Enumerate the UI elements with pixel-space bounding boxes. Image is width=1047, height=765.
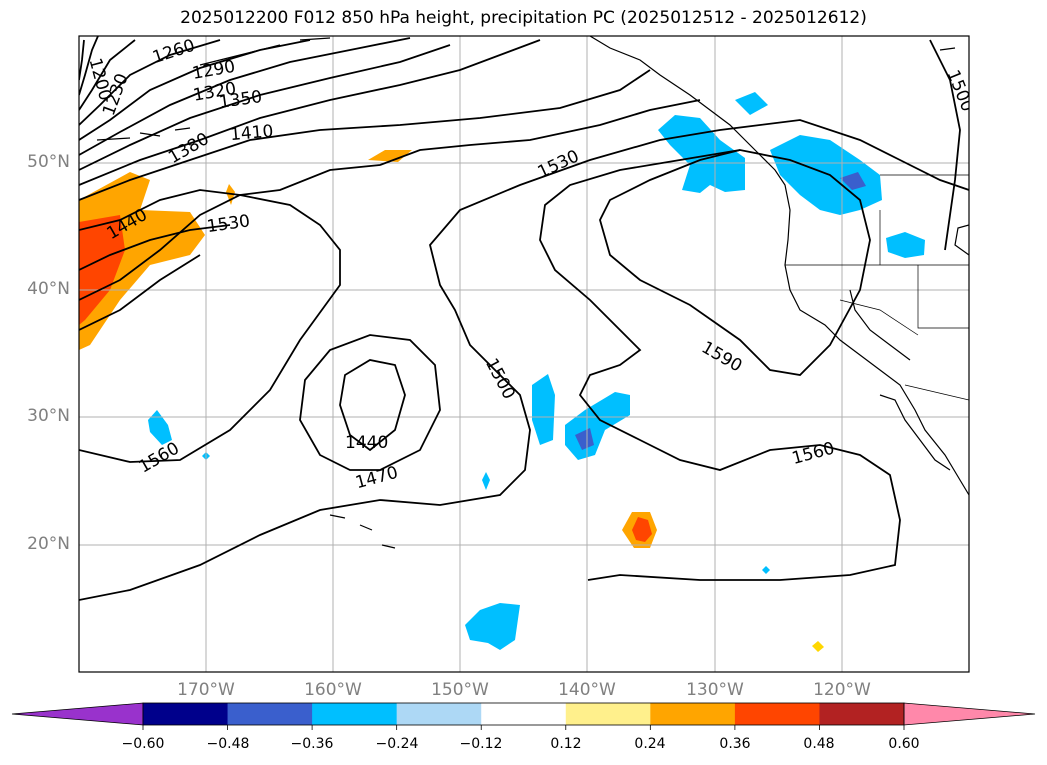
precip-negative-b	[565, 392, 630, 460]
map-frame	[78, 35, 970, 673]
map-title: 2025012200 F012 850 hPa height, precipit…	[180, 8, 867, 28]
colorbar-bin	[565, 703, 651, 725]
colorbar-bins	[11, 702, 1036, 726]
precip-positive-small1	[368, 150, 412, 162]
colorbar-tick-label: 0.60	[888, 736, 920, 752]
colorbar-tick-label: 0.36	[719, 736, 751, 752]
precip-negative-b-core	[575, 428, 594, 450]
colorbar-bin	[734, 703, 820, 725]
height-contours	[79, 36, 969, 601]
lat-label-30n: 30°N	[27, 406, 70, 426]
colorbar-tick-label: 0.24	[634, 736, 666, 752]
lon-label-150w: 150°W	[431, 680, 489, 700]
contour-label: 1260	[150, 36, 197, 68]
colorbar-tick-label: −0.48	[206, 736, 250, 752]
contour-label: 1440	[345, 433, 388, 453]
colorbar-bin	[143, 703, 229, 725]
precip-positive-subtropic-core	[632, 517, 652, 542]
colorbar-tick-label: −0.60	[121, 736, 165, 752]
contour-label: 1530	[206, 211, 252, 237]
borders	[785, 174, 969, 401]
precip-negative-c	[148, 410, 172, 445]
colorbar-ticks	[142, 725, 905, 730]
contour-labels: 1200 1230 1260 1290 1320 1350 1380 1410 …	[85, 36, 978, 494]
colorbar-bin	[650, 703, 736, 725]
precip-negative-g	[762, 566, 770, 574]
colorbar-bin	[227, 703, 313, 725]
colorbar-tick-label: −0.12	[459, 736, 503, 752]
precip-negative-d	[465, 603, 520, 650]
colorbar-bin	[819, 703, 905, 725]
colorbar-tick-label: 0.12	[550, 736, 582, 752]
precip-negative-bc-core	[840, 172, 866, 190]
colorbar-bin	[396, 703, 482, 725]
contour-label: 1500	[481, 355, 519, 403]
lat-label-40n: 40°N	[27, 279, 70, 299]
colorbar-bin	[481, 703, 567, 725]
colorbar-tick-label: −0.36	[290, 736, 334, 752]
colorbar-tick-label: 0.48	[803, 736, 835, 752]
precip-negative-bc	[770, 135, 882, 215]
lat-label-50n: 50°N	[27, 152, 70, 172]
contour-label: 1530	[535, 146, 583, 182]
graticule	[79, 36, 969, 672]
lon-label-120w: 120°W	[813, 680, 871, 700]
precip-positive-dot	[812, 641, 824, 652]
colorbar-frame	[142, 702, 905, 726]
colorbar-extend-min	[11, 702, 144, 726]
contour-label: 1560	[135, 439, 182, 478]
lon-label-170w: 170°W	[177, 680, 235, 700]
map-plot: 1200 1230 1260 1290 1320 1350 1380 1410 …	[78, 35, 978, 673]
lon-label-160w: 160°W	[304, 680, 362, 700]
precip-negative-e	[482, 472, 490, 490]
precip-negative-a	[532, 374, 555, 445]
contour-label: 1560	[790, 438, 837, 469]
precip-negative-gulf	[658, 115, 745, 193]
contour-label: 1590	[698, 338, 745, 377]
lat-label-20n: 20°N	[27, 534, 70, 554]
contour-label: 1470	[353, 463, 400, 494]
colorbar-extend-max	[903, 702, 1036, 726]
colorbar-tick-label: −0.24	[375, 736, 419, 752]
lon-label-130w: 130°W	[686, 680, 744, 700]
coastlines	[96, 36, 969, 549]
contour-label: 1500	[943, 67, 978, 115]
precip-negative-nevada	[886, 232, 925, 258]
colorbar-bin	[312, 703, 398, 725]
precip-positive-west-core	[79, 215, 125, 325]
lon-label-140w: 140°W	[558, 680, 616, 700]
contour-label: 1410	[229, 121, 274, 145]
precip-negative-bc-north	[735, 92, 768, 115]
precip-positive-west	[79, 172, 205, 350]
